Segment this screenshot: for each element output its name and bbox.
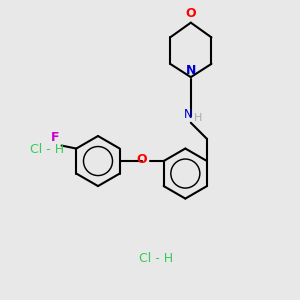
Text: Cl - H: Cl - H: [30, 143, 64, 157]
Text: H: H: [194, 113, 202, 123]
Text: F: F: [51, 131, 59, 144]
Text: O: O: [136, 153, 147, 166]
Text: O: O: [185, 7, 196, 20]
Text: Cl - H: Cl - H: [139, 252, 173, 266]
Text: N: N: [184, 108, 193, 121]
Text: N: N: [186, 64, 196, 77]
